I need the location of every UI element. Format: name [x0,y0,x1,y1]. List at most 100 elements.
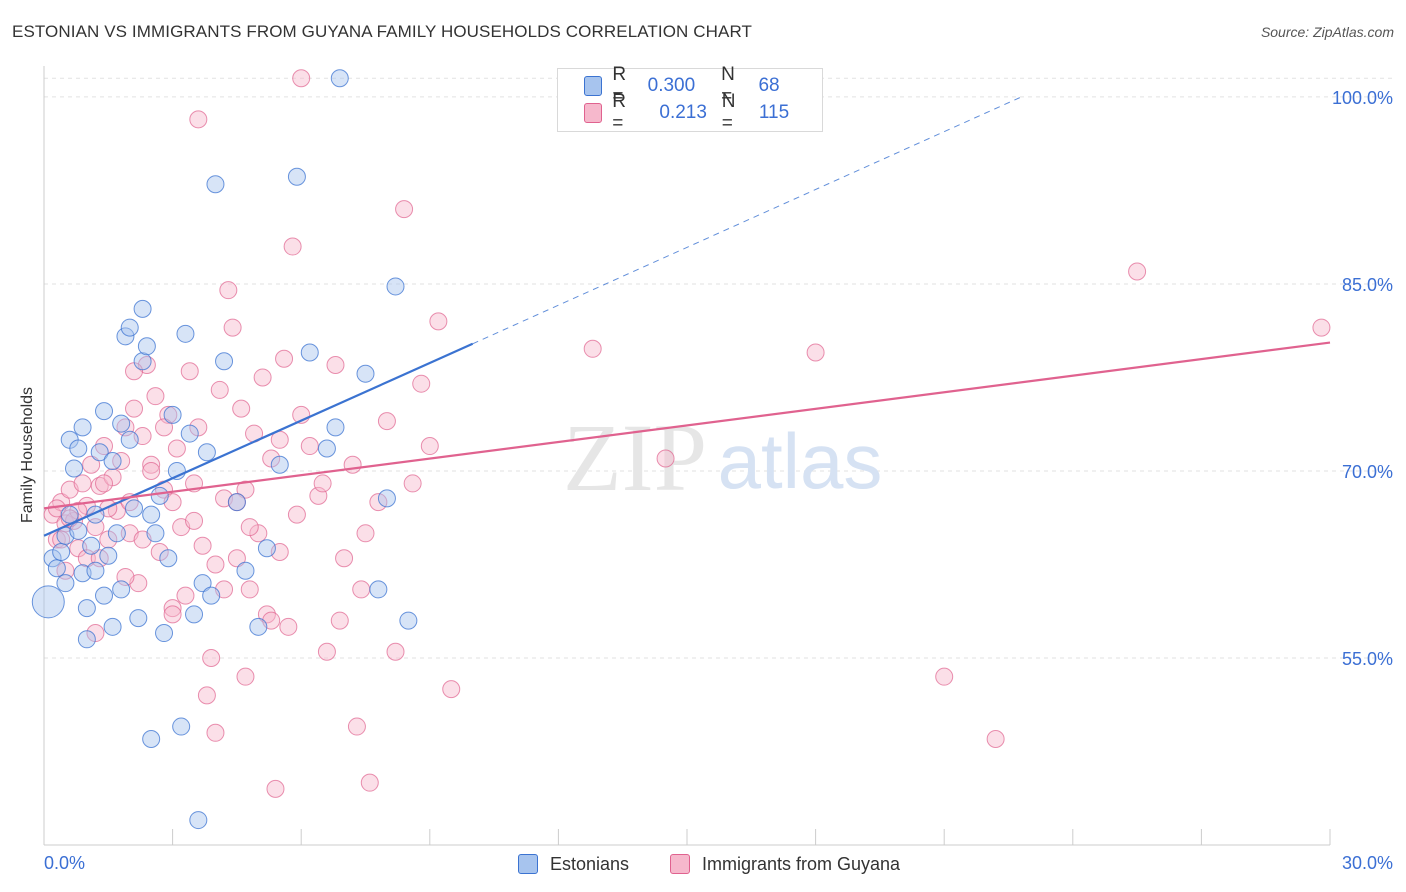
y-axis-label: Family Households [19,386,36,524]
watermark: ZIP atlas [563,404,882,511]
y-tick-label: 55.0% [1342,649,1393,669]
estonian-point [377,489,396,508]
n-label: N = [721,64,735,107]
guyana-point [356,524,375,543]
r-label: R = [612,91,626,134]
estonian-point [133,299,152,318]
guyana-point [279,617,298,636]
source-label: Source: ZipAtlas.com [1260,24,1394,40]
guyana-point [313,474,332,493]
estonian-point [202,586,221,605]
estonian-point [227,493,246,512]
guyana-point [335,549,354,568]
estonian-point [52,543,71,562]
estonian-point [95,586,114,605]
estonian-point [369,580,388,599]
estonian-point [99,546,118,565]
estonians-swatch [584,76,603,96]
estonian-point [270,455,289,474]
guyana-point [429,312,448,331]
guyana-point [197,686,216,705]
guyana-swatch [584,103,603,123]
watermark-atlas: atlas [718,417,883,505]
estonian-point [356,364,375,383]
guyana-point [189,110,208,129]
guyana-point [155,418,174,437]
estonian-point [249,617,268,636]
estonian-point [103,451,122,470]
estonian-point [103,617,122,636]
estonian-point [77,630,96,649]
estonian-point [107,524,126,543]
guyana-point [656,449,675,468]
guyana-point [163,599,182,618]
guyana-point [935,667,954,686]
guyana-point [583,339,602,358]
estonian-point [125,499,144,518]
estonians-swatch [518,854,538,874]
guyana-point [292,69,311,88]
axes [43,66,1331,846]
guyana-point [146,387,165,406]
guyana-point [347,717,366,736]
estonian-point [215,352,234,371]
guyana-point [82,455,101,474]
guyana-point [240,518,259,537]
estonian-point [112,414,131,433]
r-label: R = [612,64,627,107]
estonian-point [155,624,174,643]
legend-row-estonians: R = 0.300 N = 68 [584,64,822,107]
estonian-point [95,402,114,421]
estonian-point [69,521,88,540]
guyana-point [300,437,319,456]
estonians-trend-extension [472,96,1022,345]
guyana-legend-label: Immigrants from Guyana [702,853,901,874]
guyana-r-value: 0.213 [659,102,707,123]
guyana-point [403,474,422,493]
estonian-point [180,424,199,443]
estonian-point [142,505,161,524]
guyana-point [180,362,199,381]
guyana-point [193,536,212,555]
guyana-point [142,455,161,474]
n-label: N = [721,91,736,134]
estonian-point [129,609,148,628]
estonian-point [120,318,139,337]
guyana-point [185,511,204,530]
guyana-point [227,549,246,568]
guyana-point [377,412,396,431]
watermark-zip: ZIP [563,404,707,511]
estonian-point [172,717,191,736]
guyana-point [412,374,431,393]
estonian-point [206,175,225,194]
guyana-point [202,648,221,667]
estonian-point [399,611,418,630]
estonian-point [150,486,169,505]
guyana-point [420,437,439,456]
estonian-point [197,443,216,462]
trend-lines [43,96,1331,537]
guyana-point [167,439,186,458]
estonian-point [185,605,204,624]
estonian-point [56,574,75,593]
guyana-point [275,349,294,368]
estonian-point [146,524,165,543]
estonian-point [73,418,92,437]
estonians-trend-line [43,342,474,537]
guyana-point [369,493,388,512]
estonian-point [86,561,105,580]
guyana-point [352,580,371,599]
bottom-legend-estonians[interactable]: Estonians [518,852,629,876]
guyana-point [125,399,144,418]
guyana-point [95,474,114,493]
estonian-point [236,561,255,580]
y-tick-label: 100.0% [1332,88,1393,108]
estonian-point [330,69,349,88]
estonian-point [317,439,336,458]
guyana-n-value: 115 [758,102,790,123]
estonian-point [77,599,96,618]
guyana-point [240,580,259,599]
estonian-point [257,539,276,558]
bottom-legend-guyana[interactable]: Immigrants from Guyana [670,852,900,876]
